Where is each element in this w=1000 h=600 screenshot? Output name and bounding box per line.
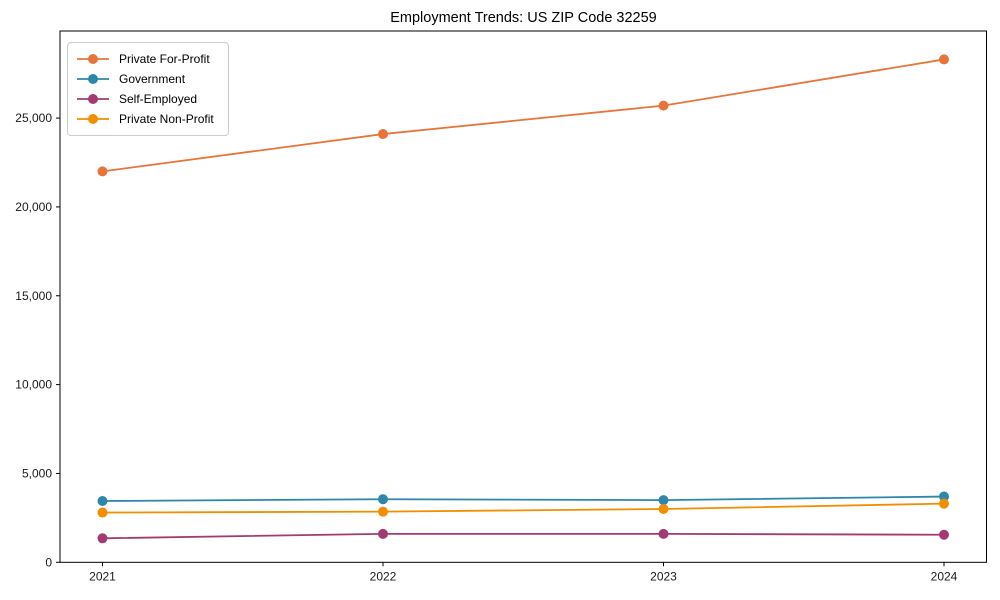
data-point-private-for-profit	[939, 54, 949, 65]
data-point-government	[658, 495, 669, 506]
data-point-self-employed	[658, 528, 669, 539]
legend-item-private-non-profit: Private Non-Profit	[76, 109, 214, 129]
y-tick-label: 20,000	[15, 200, 52, 214]
data-point-private-non-profit	[97, 507, 108, 518]
legend-line-marker-icon	[77, 94, 109, 104]
legend-label: Government	[119, 72, 186, 86]
series-line-private-for-profit	[102, 58, 945, 173]
data-point-private-for-profit	[378, 129, 388, 140]
data-point-private-for-profit	[658, 100, 669, 111]
chart-legend: Private For-Profit Government Self-Employe…	[67, 42, 229, 136]
data-point-private-non-profit	[378, 506, 388, 517]
series-line-self-employed	[102, 532, 945, 540]
data-point-self-employed	[939, 529, 949, 540]
data-point-government	[97, 495, 108, 506]
legend-item-self-employed: Self-Employed	[76, 89, 214, 109]
y-tick-label: 25,000	[15, 111, 52, 125]
series-line-private-non-profit	[102, 502, 945, 514]
data-point-self-employed	[378, 528, 388, 539]
legend-item-private-for-profit: Private For-Profit	[76, 49, 214, 69]
data-point-private-non-profit	[939, 498, 949, 509]
y-tick-label: 10,000	[15, 378, 52, 392]
data-point-government	[939, 491, 949, 502]
legend-line-marker-icon	[77, 114, 109, 124]
x-tick-label: 2024	[931, 569, 958, 583]
y-tick-label: 0	[45, 555, 52, 569]
x-tick-label: 2022	[370, 569, 397, 583]
legend-line-marker-icon	[77, 74, 109, 84]
legend-line-marker-icon	[77, 54, 109, 64]
legend-label: Self-Employed	[119, 92, 198, 106]
x-tick-label: 2021	[89, 569, 116, 583]
data-point-self-employed	[97, 533, 108, 544]
chart-title: Employment Trends: US ZIP Code 32259	[390, 10, 657, 26]
y-tick-label: 15,000	[15, 289, 52, 303]
data-point-private-non-profit	[658, 503, 669, 514]
y-tick-label: 5,000	[22, 466, 52, 480]
data-point-private-for-profit	[97, 166, 108, 177]
plot-frame	[59, 30, 987, 563]
x-tick-label: 2023	[650, 569, 677, 583]
series-line-government	[102, 495, 945, 502]
legend-label: Private Non-Profit	[119, 112, 214, 126]
legend-item-government: Government	[76, 69, 214, 89]
legend-label: Private For-Profit	[119, 52, 210, 66]
data-point-government	[378, 494, 388, 505]
